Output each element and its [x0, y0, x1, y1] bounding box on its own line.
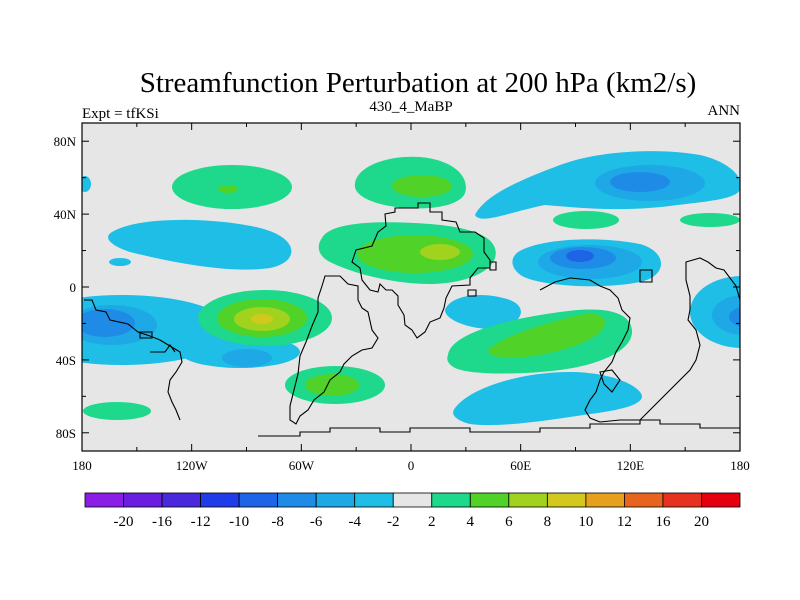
coastline-australia-outline [139, 331, 153, 339]
colorbar-label: 20 [694, 514, 709, 530]
x-axis: 180 120W 60W 0 60E 120E 180 [72, 123, 750, 473]
colorbar-label: -2 [387, 514, 400, 530]
center-string: 430_4_MaBP [369, 99, 452, 115]
colorbar-label: -16 [152, 514, 172, 530]
y-tick-label: 40S [56, 353, 76, 368]
coastline-island [489, 261, 497, 271]
colorbar-swatch [469, 492, 510, 508]
colorbar-label: 8 [544, 514, 552, 530]
coastline-shelf [150, 344, 176, 353]
colorbar-swatch [546, 492, 587, 508]
chart-title: Streamfunction Perturbation at 200 hPa (… [140, 67, 697, 99]
x-tick-label: 120W [176, 458, 209, 473]
coastline-indo [599, 369, 621, 393]
contour-blob [680, 213, 740, 227]
x-tick-label: 0 [408, 458, 415, 473]
contour-blob [553, 211, 619, 229]
x-tick-label: 180 [730, 458, 750, 473]
colorbar-label: 10 [578, 514, 593, 530]
colorbar-swatch [662, 492, 702, 508]
colorbar: -20 -16 -12 -10 -8 -6 -4 -2 2 4 6 8 10 12 16 20 [84, 492, 741, 530]
right-string: ANN [708, 103, 741, 119]
contour-blob [82, 309, 135, 337]
x-tick-label: 60E [510, 458, 531, 473]
colorbar-swatch [701, 492, 741, 508]
contour-blob [305, 374, 359, 396]
left-string: Expt = tfKSi [82, 106, 159, 122]
contour-blob [453, 372, 642, 426]
coastline-africa [351, 202, 491, 339]
y-axis: 80N 40N 0 40S 80S [54, 134, 740, 441]
colorbar-swatch [354, 492, 394, 508]
colorbar-swatch [624, 492, 664, 508]
contour-blob [445, 295, 521, 329]
contour-blob [420, 244, 460, 260]
colorbar-label: -20 [114, 514, 134, 530]
colorbar-label: 16 [655, 514, 671, 530]
colorbar-label: -4 [348, 514, 361, 530]
colorbar-label: 6 [505, 514, 513, 530]
coastline-antarctica [258, 419, 740, 437]
colorbar-label: 4 [467, 514, 475, 530]
contour-fills [82, 151, 740, 426]
colorbar-swatch [392, 492, 433, 508]
colorbar-label: -6 [310, 514, 323, 530]
colorbar-label: -8 [271, 514, 284, 530]
colorbar-label: 12 [617, 514, 632, 530]
colorbar-swatch [585, 492, 625, 508]
colorbar-swatch [508, 492, 548, 508]
contour-blob [566, 250, 594, 262]
contour-blob [222, 349, 272, 367]
coastline-south-america [289, 275, 379, 425]
colorbar-swatch [277, 492, 317, 508]
contour-blob [488, 313, 605, 358]
contour-blob [729, 307, 740, 327]
colorbar-swatch [84, 492, 124, 508]
colorbar-swatch [161, 492, 201, 508]
colorbar-swatch [315, 492, 356, 508]
y-tick-label: 0 [70, 280, 77, 295]
coastline-island [467, 289, 477, 297]
y-tick-label: 40N [54, 207, 77, 222]
colorbar-label: 2 [428, 514, 436, 530]
coastlines [84, 202, 740, 437]
contour-blob [83, 402, 151, 420]
contour-blob [109, 258, 131, 266]
colorbar-swatch [238, 492, 279, 508]
x-tick-label: 180 [72, 458, 92, 473]
colorbar-label: -10 [229, 514, 249, 530]
contour-blob [392, 175, 452, 197]
contour-blob [610, 172, 670, 192]
coastline-island [639, 269, 653, 283]
y-tick-label: 80S [56, 426, 76, 441]
coastline-continent-left [84, 299, 183, 421]
contour-blob [712, 295, 740, 335]
contour-blob [218, 185, 238, 193]
contour-blob [690, 276, 740, 348]
contour-blob [82, 176, 91, 192]
colorbar-swatch [123, 492, 163, 508]
colorbar-swatch [200, 492, 240, 508]
y-tick-label: 80N [54, 134, 77, 149]
colorbar-swatch [431, 492, 471, 508]
coastline-asia [539, 257, 740, 423]
colorbar-label: -12 [191, 514, 211, 530]
contour-blob [108, 219, 292, 270]
x-tick-label: 120E [617, 458, 645, 473]
contour-blob [251, 314, 273, 324]
x-tick-label: 60W [289, 458, 315, 473]
